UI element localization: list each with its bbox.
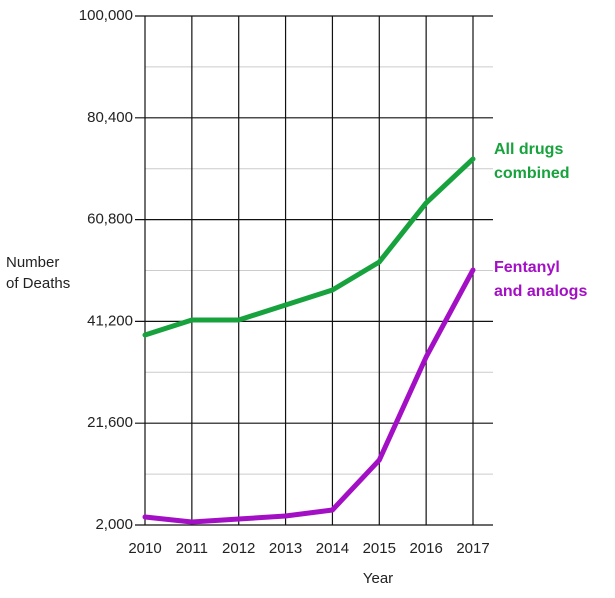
- y-tick-label: 41,200: [87, 312, 133, 329]
- x-tick-label: 2012: [222, 540, 255, 557]
- y-tick-label: 2,000: [95, 516, 133, 533]
- series-label: Fentanyl and analogs: [494, 259, 588, 300]
- series-line: [142, 156, 476, 338]
- series-label: All drugs combined: [494, 141, 570, 182]
- x-tick-label: 2017: [456, 540, 489, 557]
- x-tick-label: 2013: [269, 540, 302, 557]
- y-tick-label: 60,800: [87, 211, 133, 228]
- y-tick-label: 100,000: [79, 7, 133, 24]
- y-tick-label: 80,400: [87, 109, 133, 126]
- series-line: [142, 267, 476, 525]
- y-tick-label: 21,600: [87, 414, 133, 431]
- x-tick-label: 2015: [363, 540, 396, 557]
- x-tick-label: 2014: [316, 540, 349, 557]
- y-axis-label: Number of Deaths: [6, 254, 71, 292]
- x-tick-label: 2010: [128, 540, 161, 557]
- x-axis-label: Year: [362, 570, 394, 587]
- x-tick-label: 2011: [176, 540, 208, 557]
- x-tick-label: 2016: [409, 540, 442, 557]
